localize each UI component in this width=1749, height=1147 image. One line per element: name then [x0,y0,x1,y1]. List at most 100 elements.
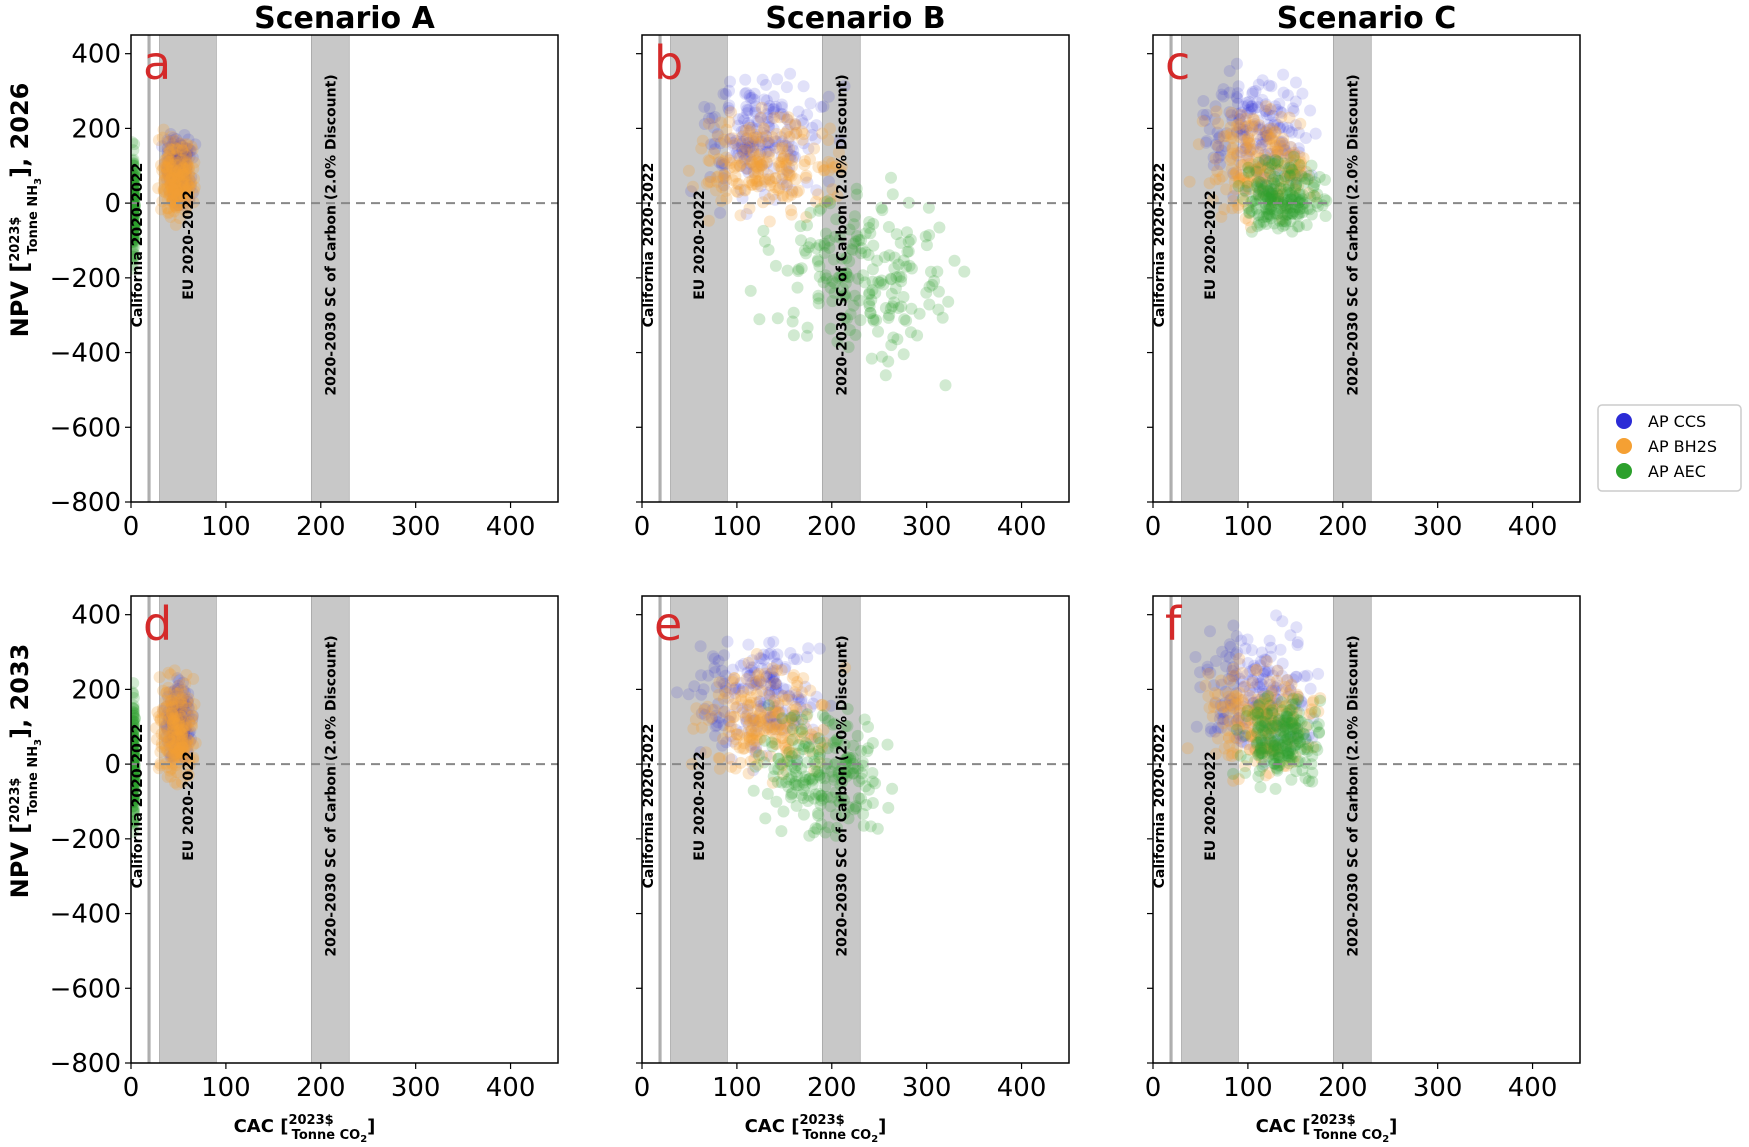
data-point [1243,143,1256,156]
data-point [131,170,139,183]
data-point [1285,753,1298,766]
data-point [131,232,139,245]
data-point [754,705,767,718]
data-point [1292,142,1305,155]
data-point [174,152,187,164]
data-point [770,127,783,140]
data-point [750,678,763,691]
data-point [131,773,141,786]
data-point [161,725,174,738]
data-point [730,146,743,159]
data-point [1267,753,1280,766]
data-point [1264,650,1277,663]
data-point [886,188,899,201]
data-point [1274,182,1287,195]
data-point [168,714,181,727]
data-point [175,737,188,750]
data-point [789,713,802,726]
data-point [723,116,736,129]
data-point [1235,169,1248,182]
data-point [1220,649,1233,662]
data-point [786,160,799,173]
data-point [730,185,743,197]
data-point [177,165,190,178]
data-point [179,733,192,746]
data-point [1253,162,1266,175]
data-point [862,249,875,261]
data-point [170,148,183,161]
data-point [165,750,178,763]
data-point [1238,188,1251,201]
data-point [131,182,142,195]
data-point [1242,151,1255,164]
data-point [1249,163,1262,176]
data-point [788,747,801,760]
data-point [166,159,179,172]
data-point [155,203,168,216]
data-point [168,739,181,752]
data-point [176,727,189,740]
data-point [920,239,933,252]
data-point [1263,109,1276,122]
data-point [1296,202,1309,215]
data-point [131,774,139,787]
data-point [176,699,189,712]
data-point [173,137,186,150]
data-point [172,701,185,713]
data-point [1257,696,1270,709]
legend-marker [1616,463,1632,479]
data-point [766,721,779,734]
data-point [863,216,876,228]
data-point [866,284,879,297]
data-point [1202,667,1215,680]
data-point [1239,718,1252,731]
data-point [131,718,140,731]
data-point [762,706,775,719]
data-point [176,144,189,157]
data-point [131,794,140,807]
data-point [1307,712,1320,725]
data-point [1285,723,1298,736]
data-point [1247,696,1260,709]
data-point [131,790,140,803]
data-point [1266,704,1279,717]
data-point [711,130,724,143]
data-point [1254,218,1267,231]
data-point [1291,201,1304,214]
data-point [166,137,179,150]
data-point [178,718,191,731]
data-point [131,202,140,214]
data-point [836,776,849,788]
data-point [131,707,140,720]
data-point [1284,167,1297,180]
data-point [808,792,821,805]
data-point [799,171,812,184]
data-point [1242,99,1254,112]
data-point [183,179,195,192]
data-point [164,732,177,745]
data-point [763,636,776,649]
data-point [851,762,864,775]
data-point [1277,724,1290,736]
data-point [1267,680,1280,693]
data-point [161,202,174,215]
data-point [792,747,805,760]
data-point [131,165,140,178]
data-point [1307,189,1320,202]
data-point [753,695,766,708]
data-point [1271,734,1284,747]
data-point [1236,123,1249,136]
data-point [172,170,185,183]
data-point [753,673,766,686]
data-point [822,714,835,727]
data-point [1281,716,1294,729]
data-point [1262,172,1275,185]
data-point [1273,185,1286,198]
data-point [1254,659,1267,672]
data-point [1239,760,1252,773]
data-point [829,808,842,821]
data-point [722,102,735,114]
data-point [1265,127,1278,139]
data-point [1229,648,1242,661]
data-point [1284,704,1297,716]
